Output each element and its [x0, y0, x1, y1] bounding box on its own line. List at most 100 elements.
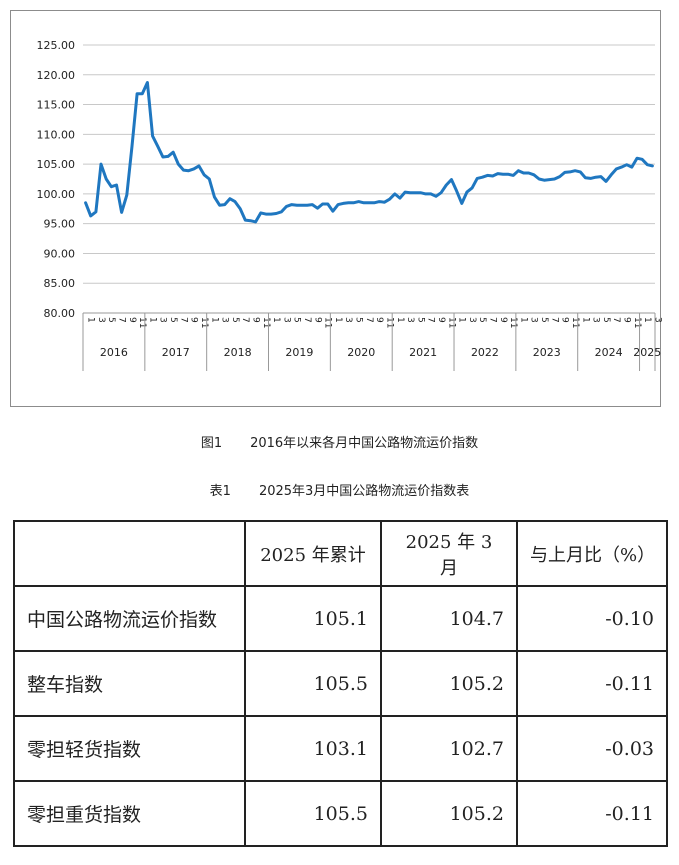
month-tick-label: 7 — [178, 317, 188, 323]
month-tick-label: 1 — [147, 317, 157, 323]
y-tick-label: 125.00 — [37, 39, 76, 52]
cumulative-value: 103.1 — [244, 715, 382, 782]
table-number: 表1 — [209, 484, 231, 499]
y-tick-label: 105.00 — [37, 158, 76, 171]
month-tick-label: 11 — [323, 317, 333, 328]
month-tick-label: 5 — [539, 317, 549, 323]
month-tick-label: 9 — [189, 317, 199, 323]
month-tick-label: 9 — [250, 317, 260, 323]
table-row: 整车指数 105.5 105.2 -0.11 — [13, 650, 668, 717]
month-tick-label: 7 — [611, 317, 621, 323]
month-tick-label: 3 — [281, 317, 291, 323]
month-tick-label: 9 — [374, 317, 384, 323]
year-label: 2016 — [100, 346, 128, 359]
month-tick-label: 5 — [230, 317, 240, 323]
y-tick-label: 110.00 — [37, 128, 76, 141]
month-tick-label: 7 — [240, 317, 250, 323]
row-label: 零担轻货指数 — [13, 715, 246, 782]
chart-frame: 80.00 85.00 90.00 95.00 100.00 105.00 110.00 11… — [10, 10, 662, 407]
month-tick-label: 1 — [209, 317, 219, 323]
y-tick-label: 85.00 — [44, 277, 76, 290]
table-row: 中国公路物流运价指数 105.1 104.7 -0.10 — [13, 585, 668, 652]
month-tick-label: 5 — [415, 317, 425, 323]
row-label: 整车指数 — [13, 650, 246, 717]
year-label: 2021 — [409, 346, 437, 359]
month-tick-label: 7 — [488, 317, 498, 323]
year-label: 2019 — [285, 346, 313, 359]
year-label: 2022 — [471, 346, 499, 359]
month-tick-label: 11 — [261, 317, 271, 328]
row-label: 零担重货指数 — [13, 780, 246, 847]
month-tick-label: 7 — [364, 317, 374, 323]
cumulative-value: 105.5 — [244, 780, 382, 847]
series-line — [84, 81, 654, 224]
month-tick-label: 5 — [601, 317, 611, 323]
freight-index-table: 2025 年累计 2025 年 3 月 与上月比（%） 中国公路物流运价指数 1… — [13, 520, 668, 847]
month-tick-label: 5 — [292, 317, 302, 323]
month-tick-label: 1 — [457, 317, 467, 323]
figure-title: 2016年以来各月中国公路物流运价指数 — [250, 436, 479, 451]
header-cell: 2025 年 3 月 — [380, 520, 518, 587]
month-tick-label: 5 — [168, 317, 178, 323]
month-tick-label: 7 — [116, 317, 126, 323]
month-tick-label: 11 — [199, 317, 209, 328]
y-tick-label: 90.00 — [44, 247, 76, 260]
year-label: 2017 — [162, 346, 190, 359]
month-tick-label: 9 — [436, 317, 446, 323]
month-tick-label: 3 — [529, 317, 539, 323]
cumulative-value: 105.1 — [244, 585, 382, 652]
month-tick-label: 11 — [632, 317, 642, 328]
month-tick-label: 3 — [467, 317, 477, 323]
month-tick-label: 9 — [127, 317, 137, 323]
month-tick-label: 3 — [591, 317, 601, 323]
month-tick-label: 7 — [549, 317, 559, 323]
month-tick-label: 7 — [302, 317, 312, 323]
figure-number: 图1 — [200, 436, 223, 451]
month-tick-label: 1 — [642, 317, 652, 323]
month-tick-label: 9 — [498, 317, 508, 323]
table-header-row: 2025 年累计 2025 年 3 月 与上月比（%） — [13, 520, 668, 587]
table-row: 零担重货指数 105.5 105.2 -0.11 — [13, 780, 668, 847]
y-tick-label: 80.00 — [44, 307, 76, 320]
month-tick-label: 7 — [426, 317, 436, 323]
table-row: 零担轻货指数 103.1 102.7 -0.03 — [13, 715, 668, 782]
month-tick-label: 1 — [395, 317, 405, 323]
month-tick-label: 1 — [580, 317, 590, 323]
row-label: 中国公路物流运价指数 — [13, 585, 246, 652]
table-title: 2025年3月中国公路物流运价指数表 — [258, 484, 470, 499]
year-label: 2023 — [533, 346, 561, 359]
month-value: 105.2 — [380, 780, 518, 847]
header-cell: 与上月比（%） — [516, 520, 668, 587]
month-tick-label: 9 — [622, 317, 632, 323]
month-tick-label: 11 — [137, 317, 147, 328]
header-cell: 2025 年累计 — [244, 520, 382, 587]
year-label: 2018 — [224, 346, 252, 359]
mom-change: -0.10 — [516, 585, 668, 652]
month-value: 102.7 — [380, 715, 518, 782]
y-tick-label: 95.00 — [44, 218, 76, 231]
year-label: 2025 — [633, 346, 661, 359]
month-value: 104.7 — [380, 585, 518, 652]
figure-caption: 图1 2016年以来各月中国公路物流运价指数 — [0, 432, 679, 451]
month-tick-label: 5 — [354, 317, 364, 323]
cumulative-value: 105.5 — [244, 650, 382, 717]
header-cell — [13, 520, 246, 587]
mom-change: -0.11 — [516, 780, 668, 847]
mom-change: -0.11 — [516, 650, 668, 717]
month-tick-label: 1 — [86, 317, 96, 323]
month-value: 105.2 — [380, 650, 518, 717]
y-tick-label: 115.00 — [37, 99, 76, 112]
month-tick-label: 3 — [652, 317, 662, 323]
month-tick-label: 3 — [405, 317, 415, 323]
y-tick-label: 120.00 — [37, 69, 76, 82]
year-label: 2024 — [595, 346, 623, 359]
month-tick-label: 1 — [518, 317, 528, 323]
month-tick-label: 5 — [477, 317, 487, 323]
month-tick-label: 9 — [560, 317, 570, 323]
month-tick-label: 1 — [333, 317, 343, 323]
mom-change: -0.03 — [516, 715, 668, 782]
month-tick-label: 9 — [312, 317, 322, 323]
month-tick-label: 11 — [446, 317, 456, 328]
month-tick-label: 5 — [106, 317, 116, 323]
y-tick-label: 100.00 — [37, 188, 76, 201]
